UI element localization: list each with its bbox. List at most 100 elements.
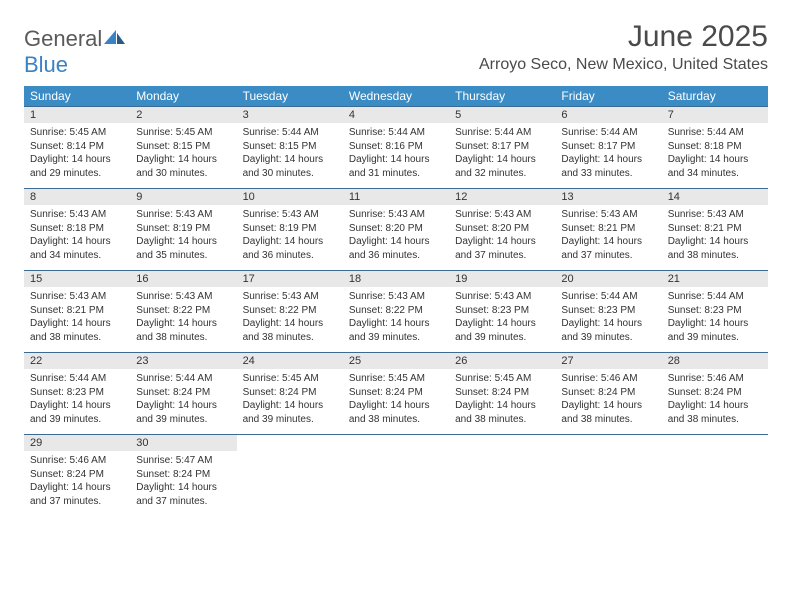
sunrise-text: Sunrise: 5:43 AM	[455, 208, 549, 222]
sunset-text: Sunset: 8:16 PM	[349, 140, 443, 154]
day-cell	[237, 451, 343, 516]
month-title: June 2025	[479, 20, 768, 54]
day-cell	[343, 451, 449, 516]
daylight-text: Daylight: 14 hours and 38 minutes.	[668, 399, 762, 426]
title-block: June 2025 Arroyo Seco, New Mexico, Unite…	[479, 20, 768, 74]
dow-sunday: Sunday	[24, 86, 130, 107]
day-number: 28	[662, 353, 768, 369]
day-cell: Sunrise: 5:43 AMSunset: 8:21 PMDaylight:…	[662, 205, 768, 271]
day-cell: Sunrise: 5:44 AMSunset: 8:23 PMDaylight:…	[555, 287, 661, 353]
day-cell: Sunrise: 5:45 AMSunset: 8:15 PMDaylight:…	[130, 123, 236, 189]
sunrise-text: Sunrise: 5:44 AM	[30, 372, 124, 386]
day-number: 26	[449, 353, 555, 369]
calendar-table: Sunday Monday Tuesday Wednesday Thursday…	[24, 86, 768, 516]
sunrise-text: Sunrise: 5:44 AM	[349, 126, 443, 140]
day-cell: Sunrise: 5:43 AMSunset: 8:22 PMDaylight:…	[237, 287, 343, 353]
sunrise-text: Sunrise: 5:43 AM	[349, 290, 443, 304]
daylight-text: Daylight: 14 hours and 39 minutes.	[561, 317, 655, 344]
day-number-row: 22232425262728	[24, 353, 768, 369]
day-number: 13	[555, 189, 661, 205]
sunset-text: Sunset: 8:24 PM	[243, 386, 337, 400]
day-number	[449, 435, 555, 451]
daylight-text: Daylight: 14 hours and 39 minutes.	[30, 399, 124, 426]
day-data-row: Sunrise: 5:46 AMSunset: 8:24 PMDaylight:…	[24, 451, 768, 516]
sunrise-text: Sunrise: 5:45 AM	[455, 372, 549, 386]
sunrise-text: Sunrise: 5:43 AM	[243, 208, 337, 222]
day-number: 9	[130, 189, 236, 205]
daylight-text: Daylight: 14 hours and 37 minutes.	[455, 235, 549, 262]
day-cell: Sunrise: 5:44 AMSunset: 8:23 PMDaylight:…	[662, 287, 768, 353]
day-number: 12	[449, 189, 555, 205]
dow-saturday: Saturday	[662, 86, 768, 107]
day-cell: Sunrise: 5:43 AMSunset: 8:22 PMDaylight:…	[130, 287, 236, 353]
day-number-row: 1234567	[24, 107, 768, 123]
day-data-row: Sunrise: 5:43 AMSunset: 8:18 PMDaylight:…	[24, 205, 768, 271]
day-cell: Sunrise: 5:43 AMSunset: 8:23 PMDaylight:…	[449, 287, 555, 353]
sunset-text: Sunset: 8:23 PM	[30, 386, 124, 400]
day-number: 30	[130, 435, 236, 451]
day-cell: Sunrise: 5:43 AMSunset: 8:21 PMDaylight:…	[555, 205, 661, 271]
sunrise-text: Sunrise: 5:43 AM	[30, 290, 124, 304]
dow-wednesday: Wednesday	[343, 86, 449, 107]
sunrise-text: Sunrise: 5:43 AM	[136, 290, 230, 304]
daylight-text: Daylight: 14 hours and 34 minutes.	[30, 235, 124, 262]
sunset-text: Sunset: 8:19 PM	[136, 222, 230, 236]
daylight-text: Daylight: 14 hours and 36 minutes.	[243, 235, 337, 262]
day-cell	[662, 451, 768, 516]
sunset-text: Sunset: 8:19 PM	[243, 222, 337, 236]
sunset-text: Sunset: 8:24 PM	[136, 386, 230, 400]
day-cell: Sunrise: 5:44 AMSunset: 8:24 PMDaylight:…	[130, 369, 236, 435]
sunset-text: Sunset: 8:18 PM	[30, 222, 124, 236]
day-cell: Sunrise: 5:45 AMSunset: 8:24 PMDaylight:…	[343, 369, 449, 435]
daylight-text: Daylight: 14 hours and 39 minutes.	[668, 317, 762, 344]
sunrise-text: Sunrise: 5:44 AM	[668, 126, 762, 140]
day-number: 4	[343, 107, 449, 123]
sunrise-text: Sunrise: 5:43 AM	[30, 208, 124, 222]
daylight-text: Daylight: 14 hours and 37 minutes.	[561, 235, 655, 262]
sunrise-text: Sunrise: 5:46 AM	[668, 372, 762, 386]
day-cell: Sunrise: 5:44 AMSunset: 8:17 PMDaylight:…	[449, 123, 555, 189]
day-number-row: 15161718192021	[24, 271, 768, 287]
sunrise-text: Sunrise: 5:43 AM	[668, 208, 762, 222]
sunset-text: Sunset: 8:23 PM	[561, 304, 655, 318]
daylight-text: Daylight: 14 hours and 38 minutes.	[136, 317, 230, 344]
day-cell: Sunrise: 5:44 AMSunset: 8:23 PMDaylight:…	[24, 369, 130, 435]
day-number: 18	[343, 271, 449, 287]
day-number: 22	[24, 353, 130, 369]
dow-monday: Monday	[130, 86, 236, 107]
header: General Blue June 2025 Arroyo Seco, New …	[24, 20, 768, 78]
sunset-text: Sunset: 8:22 PM	[243, 304, 337, 318]
sunset-text: Sunset: 8:24 PM	[349, 386, 443, 400]
sunrise-text: Sunrise: 5:43 AM	[136, 208, 230, 222]
daylight-text: Daylight: 14 hours and 38 minutes.	[455, 399, 549, 426]
daylight-text: Daylight: 14 hours and 29 minutes.	[30, 153, 124, 180]
daylight-text: Daylight: 14 hours and 30 minutes.	[243, 153, 337, 180]
day-number: 17	[237, 271, 343, 287]
day-of-week-row: Sunday Monday Tuesday Wednesday Thursday…	[24, 86, 768, 107]
day-number	[237, 435, 343, 451]
sunrise-text: Sunrise: 5:46 AM	[561, 372, 655, 386]
day-cell: Sunrise: 5:43 AMSunset: 8:19 PMDaylight:…	[130, 205, 236, 271]
day-cell: Sunrise: 5:43 AMSunset: 8:20 PMDaylight:…	[449, 205, 555, 271]
daylight-text: Daylight: 14 hours and 38 minutes.	[30, 317, 124, 344]
sunset-text: Sunset: 8:18 PM	[668, 140, 762, 154]
day-cell: Sunrise: 5:43 AMSunset: 8:20 PMDaylight:…	[343, 205, 449, 271]
day-number: 1	[24, 107, 130, 123]
sunset-text: Sunset: 8:24 PM	[30, 468, 124, 482]
day-number	[662, 435, 768, 451]
sunset-text: Sunset: 8:20 PM	[455, 222, 549, 236]
sunset-text: Sunset: 8:24 PM	[455, 386, 549, 400]
day-number: 2	[130, 107, 236, 123]
sunrise-text: Sunrise: 5:43 AM	[243, 290, 337, 304]
daylight-text: Daylight: 14 hours and 38 minutes.	[561, 399, 655, 426]
sunrise-text: Sunrise: 5:44 AM	[136, 372, 230, 386]
sunset-text: Sunset: 8:20 PM	[349, 222, 443, 236]
logo-sail-icon	[104, 30, 126, 46]
logo-word-general: General	[24, 26, 102, 51]
day-number: 14	[662, 189, 768, 205]
day-cell: Sunrise: 5:44 AMSunset: 8:17 PMDaylight:…	[555, 123, 661, 189]
sunset-text: Sunset: 8:15 PM	[136, 140, 230, 154]
logo-text: General Blue	[24, 26, 126, 78]
daylight-text: Daylight: 14 hours and 34 minutes.	[668, 153, 762, 180]
sunrise-text: Sunrise: 5:47 AM	[136, 454, 230, 468]
